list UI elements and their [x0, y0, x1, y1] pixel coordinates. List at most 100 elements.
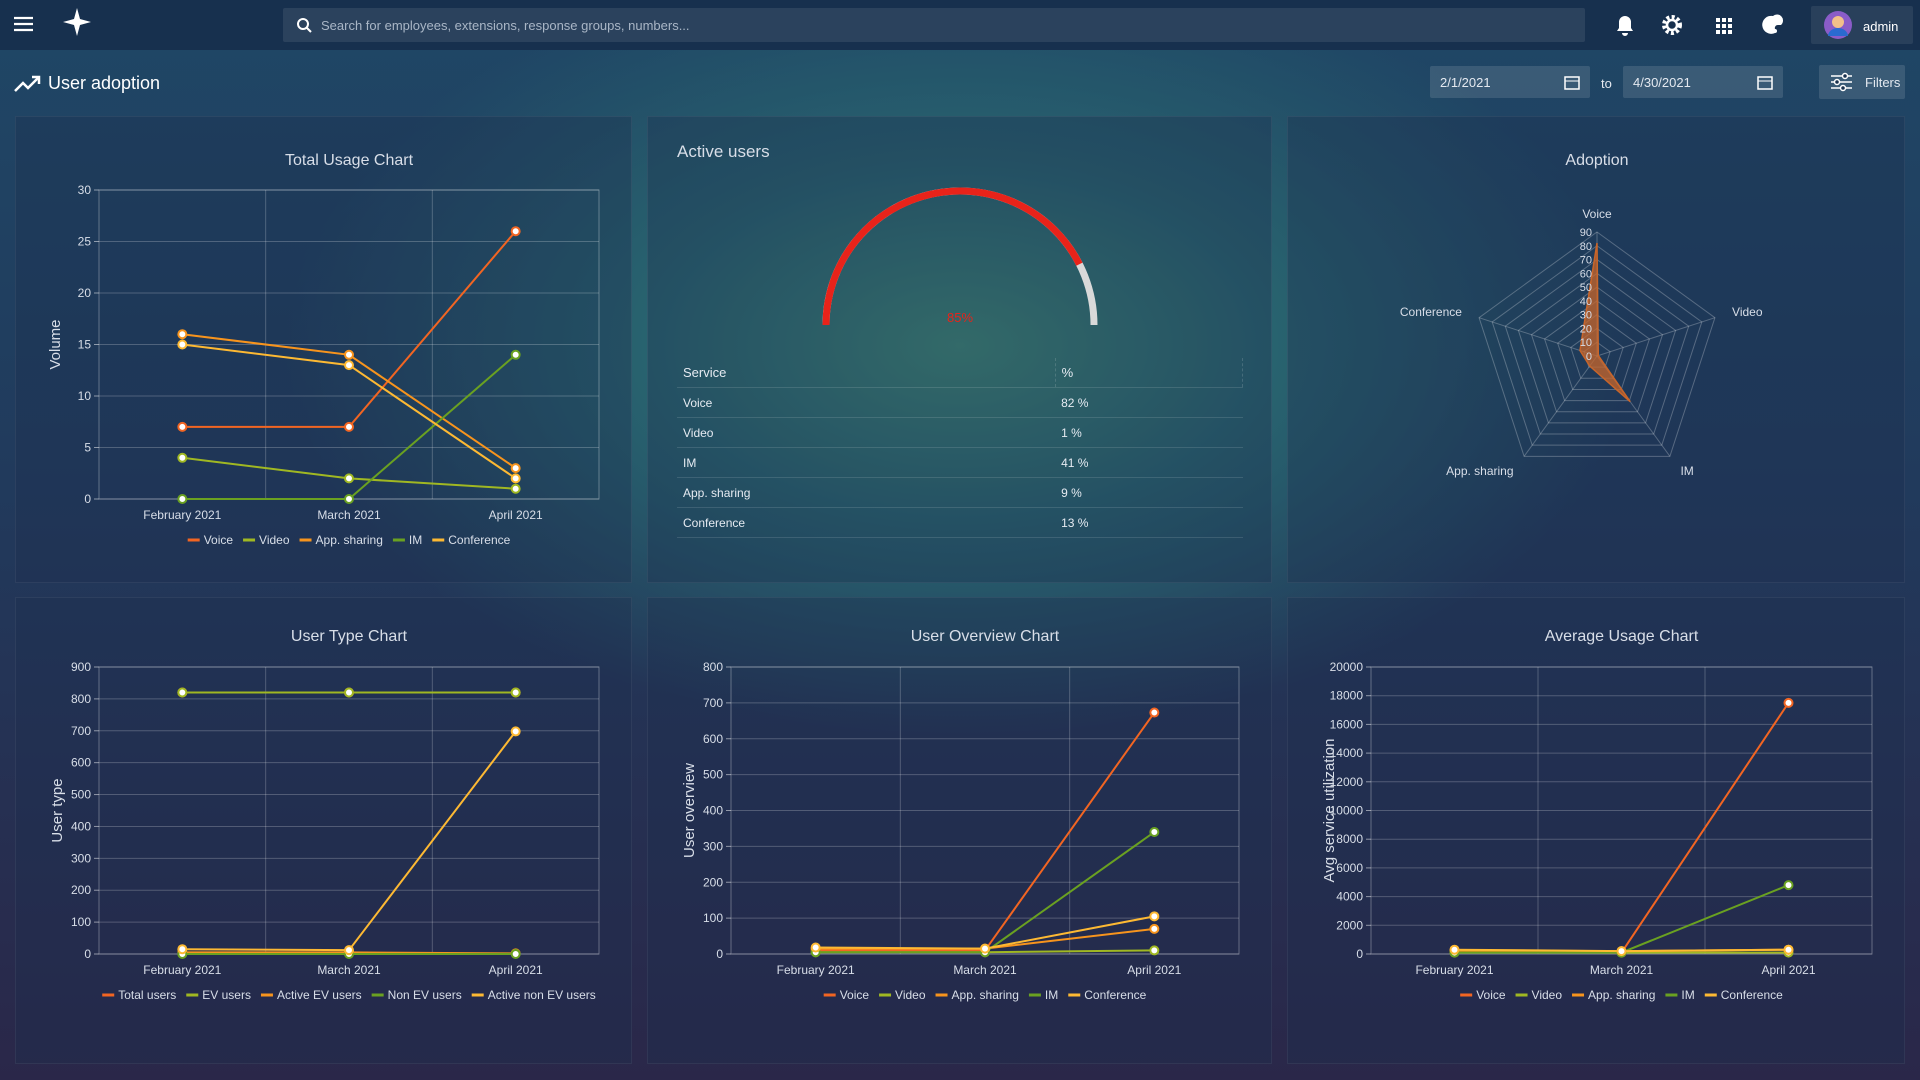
- y-tick-label: 5: [84, 441, 91, 455]
- y-tick-label: 2000: [1336, 918, 1363, 932]
- x-tick-label: April 2021: [1761, 963, 1815, 977]
- user-menu[interactable]: admin: [1811, 6, 1913, 44]
- y-tick-label: 200: [703, 875, 723, 889]
- data-point: [1149, 707, 1160, 718]
- x-tick-label: March 2021: [1590, 963, 1654, 977]
- table-header: Service: [677, 358, 1056, 388]
- panel: Adoption Voice Video IM App. sharing Conferen…: [1287, 116, 1905, 583]
- y-tick-label: 300: [71, 851, 91, 865]
- data-point: [980, 943, 990, 954]
- user-name: admin: [1863, 19, 1899, 34]
- calendar-icon: [1757, 76, 1773, 90]
- menu-icon[interactable]: [14, 16, 33, 32]
- x-tick-label: April 2021: [1127, 963, 1181, 977]
- apps-icon[interactable]: [1716, 18, 1732, 34]
- plot-frame: [98, 666, 600, 955]
- y-tick-label: 10: [78, 389, 92, 403]
- filters-button[interactable]: Filters: [1819, 65, 1905, 99]
- search-placeholder: Search for employees, extensions, respon…: [321, 18, 690, 33]
- data-point: [1149, 827, 1160, 838]
- legend-label: Conference: [1721, 988, 1783, 1002]
- bell-icon[interactable]: [1617, 16, 1633, 36]
- theme-icon[interactable]: [1762, 14, 1784, 34]
- filters-label: Filters: [1865, 75, 1901, 90]
- settings-icon[interactable]: [1662, 15, 1682, 35]
- r-tick-label: 40: [1580, 296, 1592, 308]
- y-tick-label: 700: [71, 724, 91, 738]
- table-cell: 9 %: [1055, 477, 1243, 508]
- y-axis-label: Avg service utilization: [1321, 739, 1338, 883]
- y-tick-label: 30: [78, 183, 92, 197]
- y-tick-label: 0: [1356, 947, 1363, 961]
- y-tick-label: 0: [84, 492, 91, 506]
- y-tick-label: 100: [703, 911, 723, 925]
- search-icon: [297, 18, 312, 33]
- y-tick-label: 900: [71, 660, 91, 674]
- legend-label: Video: [895, 988, 926, 1002]
- gauge-track: [822, 187, 1098, 326]
- axis-label: App. sharing: [1446, 464, 1513, 478]
- axis-label: IM: [1680, 464, 1693, 478]
- data-point: [1449, 944, 1460, 955]
- series-line: [1454, 884, 1789, 954]
- legend: Total users EV users Active EV users Non EV…: [102, 988, 596, 1002]
- y-tick-label: 15: [78, 338, 92, 352]
- panel: Total Usage Chart 0 5 10 15 20 25 30 February 20…: [15, 116, 632, 583]
- table-row: Voice 82 %: [677, 387, 1243, 418]
- trend-icon: [14, 75, 41, 92]
- legend-label: Conference: [1084, 988, 1146, 1002]
- legend-label: Voice: [204, 533, 234, 547]
- search-box[interactable]: Search for employees, extensions, respon…: [283, 8, 1585, 42]
- data-point: [510, 463, 521, 474]
- table-cell: 1 %: [1055, 417, 1243, 448]
- data-point: [177, 421, 188, 432]
- chart-title: Average Usage Chart: [1545, 628, 1699, 645]
- legend: Voice Video App. sharing IM Conference: [823, 988, 1147, 1002]
- series-line: [182, 730, 517, 952]
- chart-title: Total Usage Chart: [285, 152, 414, 169]
- date-from[interactable]: 2/1/2021: [1430, 66, 1590, 98]
- y-tick-label: 600: [703, 732, 723, 746]
- y-tick-label: 600: [71, 756, 91, 770]
- legend-label: IM: [1681, 988, 1694, 1002]
- data-point: [510, 349, 521, 360]
- y-tick-label: 8000: [1336, 832, 1363, 846]
- filters-icon: [1831, 72, 1852, 92]
- gauge-label: 85%: [947, 310, 973, 325]
- legend-label: Voice: [840, 988, 870, 1002]
- data-point: [344, 349, 354, 360]
- radar-axis: [1523, 355, 1598, 457]
- x-tick-label: February 2021: [777, 963, 855, 977]
- data-point: [1783, 880, 1794, 891]
- radar-area: [1579, 242, 1631, 403]
- panel: User Overview Chart 0 100 200 300 400 500 600 70…: [647, 597, 1272, 1064]
- radar-axis: [1596, 317, 1716, 357]
- chart-title: Adoption: [1565, 152, 1628, 169]
- data-point: [1149, 923, 1160, 934]
- chart: Adoption Voice Video IM App. sharing Conferen…: [1400, 152, 1763, 478]
- y-tick-label: 6000: [1336, 861, 1363, 875]
- legend-label: App. sharing: [952, 988, 1019, 1002]
- r-tick-label: 80: [1580, 241, 1592, 253]
- logo[interactable]: [63, 8, 91, 36]
- header-icons: [1617, 14, 1784, 36]
- date-to[interactable]: 4/30/2021: [1623, 66, 1783, 98]
- series-line: [1454, 702, 1790, 954]
- y-tick-label: 25: [78, 235, 92, 249]
- date-to-text: 4/30/2021: [1633, 75, 1691, 90]
- x-tick-label: March 2021: [317, 508, 381, 522]
- data-point: [1149, 911, 1160, 922]
- gauge-value: [822, 187, 1083, 326]
- y-tick-label: 4000: [1336, 890, 1363, 904]
- data-point: [510, 687, 521, 698]
- radar-axis: [1478, 317, 1598, 357]
- y-tick-label: 14000: [1330, 746, 1364, 760]
- grid-line: [1517, 272, 1677, 424]
- panel: Active users 85% Service% Voice 82 % Video 1…: [647, 116, 1272, 583]
- chart: Total Usage Chart 0 5 10 15 20 25 30 February 20…: [47, 152, 600, 547]
- x-tick-label: February 2021: [143, 508, 221, 522]
- y-tick-label: 800: [703, 660, 723, 674]
- grid-line: [1478, 231, 1716, 457]
- date-separator: to: [1601, 76, 1612, 91]
